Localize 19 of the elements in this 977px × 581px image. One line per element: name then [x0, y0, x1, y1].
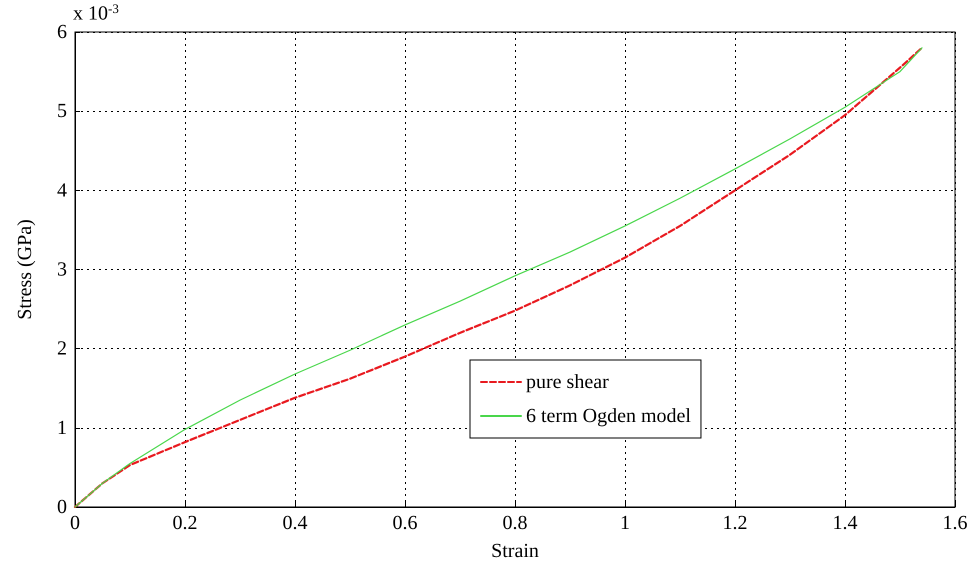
- y-tick-label: 6: [57, 21, 67, 43]
- x-tick-label: 1.6: [942, 512, 968, 534]
- y-axis-title: Stress (GPa): [14, 219, 36, 320]
- legend-label: pure shear: [526, 371, 610, 393]
- x-tick-label: 0.4: [282, 512, 308, 534]
- y-tick-label: 3: [57, 258, 67, 280]
- y-tick-label: 2: [57, 338, 67, 360]
- x-axis-title: Strain: [491, 540, 539, 562]
- y-tick-label: 0: [57, 496, 67, 518]
- legend-label: 6 term Ogden model: [526, 405, 692, 427]
- x-tick-label: 1.2: [722, 512, 748, 534]
- x-tick-label: 1.4: [832, 512, 858, 534]
- x-tick-label: 1: [620, 512, 630, 534]
- y-tick-label: 1: [57, 416, 67, 439]
- y-tick-label: 5: [57, 100, 67, 122]
- x-tick-label: 0.2: [172, 512, 198, 534]
- x-tick-label: 0.6: [392, 512, 418, 534]
- y-tick-label: 4: [57, 179, 67, 202]
- x-tick-label: 0.8: [502, 512, 528, 534]
